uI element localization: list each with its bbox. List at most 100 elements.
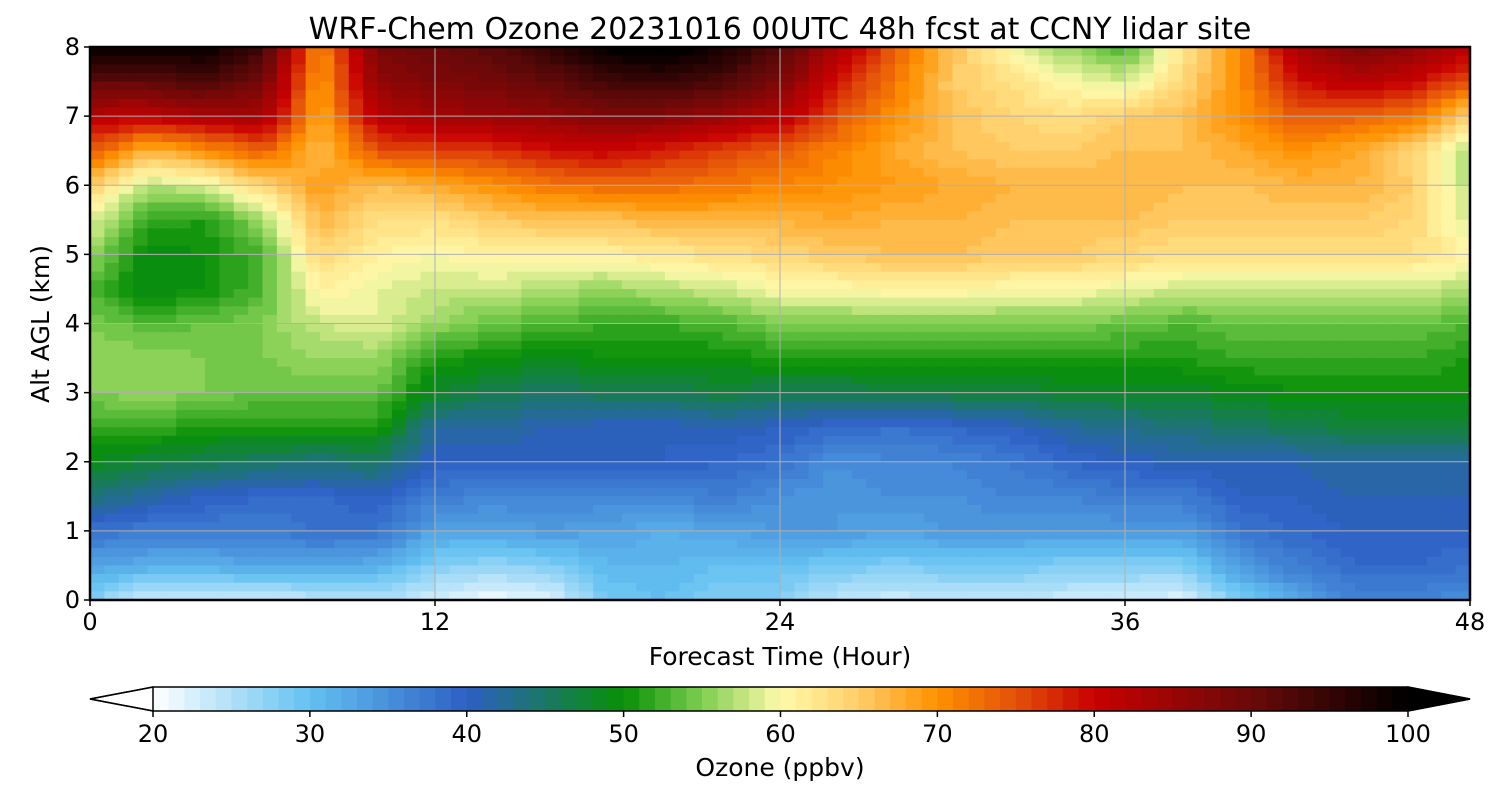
heatmap-cell xyxy=(161,392,177,402)
heatmap-cell xyxy=(751,401,767,411)
heatmap-cell xyxy=(478,271,494,281)
heatmap-cell xyxy=(291,383,307,394)
heatmap-cell xyxy=(305,81,321,91)
heatmap-cell xyxy=(478,401,494,411)
heatmap-cell xyxy=(334,366,350,376)
heatmap-cell xyxy=(420,55,436,65)
heatmap-cell xyxy=(1426,340,1442,351)
heatmap-cell xyxy=(1311,98,1327,109)
heatmap-cell xyxy=(693,349,709,359)
heatmap-cell xyxy=(636,409,652,420)
heatmap-cell xyxy=(90,107,105,117)
heatmap-cell xyxy=(736,461,752,471)
heatmap-cell xyxy=(190,116,206,126)
heatmap-cell xyxy=(923,72,939,83)
heatmap-cell xyxy=(147,366,163,376)
heatmap-cell xyxy=(679,90,695,100)
heatmap-cell xyxy=(1426,280,1442,290)
heatmap-cell xyxy=(248,176,264,186)
heatmap-cell xyxy=(765,418,781,428)
heatmap-cell xyxy=(1369,288,1385,299)
heatmap-cell xyxy=(506,288,522,299)
heatmap-cell xyxy=(981,470,997,480)
heatmap-cell xyxy=(593,375,609,385)
heatmap-cell xyxy=(1010,159,1025,169)
heatmap-cell xyxy=(851,202,867,212)
heatmap-cell xyxy=(1268,193,1284,204)
heatmap-cell xyxy=(377,81,393,91)
heatmap-cell xyxy=(420,444,436,454)
heatmap-cell xyxy=(895,116,910,126)
heatmap-cell xyxy=(291,116,307,126)
heatmap-cell xyxy=(1441,383,1457,394)
heatmap-cell xyxy=(118,453,134,463)
heatmap-cell xyxy=(478,306,494,316)
heatmap-cell xyxy=(1081,193,1097,204)
heatmap-cell xyxy=(1110,237,1126,247)
heatmap-cell xyxy=(1398,358,1414,368)
heatmap-cell xyxy=(1168,193,1184,204)
heatmap-cell xyxy=(1067,176,1083,186)
heatmap-cell xyxy=(205,211,220,221)
heatmap-cell xyxy=(118,211,134,221)
heatmap-cell xyxy=(377,254,393,264)
heatmap-cell xyxy=(851,116,867,126)
heatmap-cell xyxy=(1225,487,1241,497)
heatmap-cell xyxy=(794,297,810,307)
heatmap-cell xyxy=(938,167,954,178)
heatmap-cell xyxy=(1139,271,1155,281)
heatmap-cell xyxy=(693,98,709,109)
heatmap-cell xyxy=(923,211,939,221)
heatmap-cell xyxy=(1412,479,1428,489)
heatmap-cell xyxy=(1369,401,1385,411)
heatmap-cell xyxy=(765,133,781,143)
heatmap-cell xyxy=(621,418,637,428)
heatmap-cell xyxy=(147,47,163,57)
heatmap-cell xyxy=(291,72,307,83)
heatmap-cell xyxy=(334,159,350,169)
heatmap-cell xyxy=(1311,427,1327,437)
heatmap-cell xyxy=(780,124,795,135)
heatmap-cell xyxy=(1340,366,1356,376)
heatmap-cell xyxy=(1412,332,1428,342)
heatmap-cell xyxy=(176,444,192,454)
heatmap-cell xyxy=(665,47,680,57)
heatmap-cell xyxy=(665,314,680,325)
heatmap-cell xyxy=(118,427,134,437)
heatmap-cell xyxy=(506,487,522,497)
heatmap-cell xyxy=(391,366,407,376)
heatmap-cell xyxy=(233,280,249,290)
heatmap-cell xyxy=(550,271,565,281)
heatmap-cell xyxy=(650,435,666,446)
heatmap-cell xyxy=(693,72,709,83)
heatmap-cell xyxy=(463,280,479,290)
heatmap-cell xyxy=(1240,383,1255,394)
heatmap-cell xyxy=(923,81,939,91)
heatmap-cell xyxy=(593,107,609,117)
heatmap-cell xyxy=(765,185,781,195)
heatmap-cell xyxy=(1168,314,1184,325)
heatmap-cell xyxy=(449,332,465,342)
heatmap-cell xyxy=(636,349,652,359)
heatmap-cell xyxy=(377,314,393,325)
heatmap-cell xyxy=(1196,444,1212,454)
heatmap-cell xyxy=(722,237,738,247)
heatmap-cell xyxy=(1125,392,1140,402)
heatmap-cell xyxy=(1283,72,1299,83)
heatmap-cell xyxy=(938,81,954,91)
heatmap-cell xyxy=(966,418,982,428)
heatmap-cell xyxy=(751,202,767,212)
heatmap-cell xyxy=(1412,297,1428,307)
heatmap-cell xyxy=(607,280,623,290)
heatmap-cell xyxy=(104,479,120,489)
heatmap-cell xyxy=(1441,340,1457,351)
heatmap-cell xyxy=(564,461,580,471)
heatmap-cell xyxy=(377,280,393,290)
heatmap-cell xyxy=(1096,349,1112,359)
heatmap-cell xyxy=(492,72,508,83)
heatmap-cell xyxy=(1125,176,1140,186)
heatmap-cell xyxy=(363,254,379,264)
heatmap-cell xyxy=(334,297,350,307)
heatmap-cell xyxy=(564,358,580,368)
heatmap-cell xyxy=(1081,124,1097,135)
